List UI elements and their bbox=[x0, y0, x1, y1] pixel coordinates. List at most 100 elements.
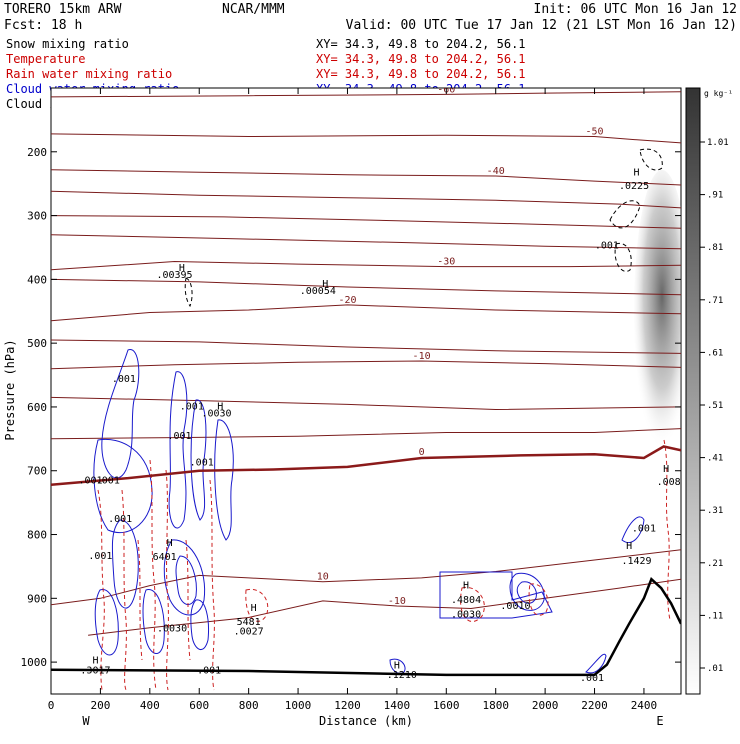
header: TORERO 15km ARW NCAR/MMM Init: 06 UTC Mo… bbox=[4, 2, 737, 33]
point-label: .001 bbox=[180, 401, 204, 412]
colorbar-tick-label: .21 bbox=[707, 559, 723, 569]
point-label: H bbox=[634, 167, 640, 178]
point-label: .001 bbox=[108, 514, 132, 525]
colorbar-tick-label: .91 bbox=[707, 191, 723, 201]
point-label: H bbox=[92, 655, 98, 666]
point-label: .00395 bbox=[156, 270, 192, 281]
center-title: NCAR/MMM bbox=[222, 2, 285, 17]
point-label: 5481 bbox=[237, 617, 261, 628]
point-label: .0225 bbox=[619, 181, 649, 192]
point-label: .1210 bbox=[387, 670, 417, 681]
y-tick-label: 600 bbox=[27, 401, 47, 414]
snow-shading bbox=[634, 170, 681, 450]
colorbar-tick-label: .81 bbox=[707, 243, 723, 253]
temperature-contour bbox=[51, 260, 681, 271]
x-tick-label: 1200 bbox=[334, 699, 361, 712]
point-label: .001 bbox=[197, 666, 221, 677]
temperature-contour bbox=[51, 91, 681, 98]
x-tick-label: 2000 bbox=[532, 699, 559, 712]
point-label: .0010 bbox=[500, 601, 530, 612]
x-tick-label: 1400 bbox=[384, 699, 411, 712]
point-label: .001 bbox=[78, 475, 102, 486]
temperature-contour-label: -10 bbox=[388, 596, 406, 607]
point-label: .0030 bbox=[451, 609, 481, 620]
temperature-contour bbox=[51, 278, 681, 296]
x-tick-label: 1800 bbox=[482, 699, 509, 712]
cloud-water-contours bbox=[93, 349, 645, 674]
temperature-contour bbox=[51, 549, 681, 606]
temperature-contour-label: 10 bbox=[317, 572, 329, 583]
point-label: .0027 bbox=[234, 627, 264, 638]
point-label: .008 bbox=[657, 477, 681, 488]
x-axis: 0 200 400 600 800 1000 1200 1400 1600 1800 2000 220… bbox=[48, 88, 658, 712]
point-label: .3017 bbox=[80, 666, 110, 677]
y-tick-label: 300 bbox=[27, 210, 47, 223]
legend-item-xy: XY= 34.3, 49.8 to 204.2, 56.1 bbox=[316, 52, 526, 66]
temperature-contour-label: -20 bbox=[338, 295, 356, 306]
x-tick-label: 2400 bbox=[631, 699, 658, 712]
point-label: .001 bbox=[112, 374, 136, 385]
temperature-contour bbox=[88, 578, 681, 636]
temperature-contour-label: -10 bbox=[413, 351, 431, 362]
point-label: .001 bbox=[190, 458, 214, 469]
point-label: H bbox=[217, 401, 223, 412]
point-label: .001 bbox=[632, 523, 656, 534]
colorbar-tick-label: .31 bbox=[707, 506, 723, 516]
temperature-contour bbox=[51, 234, 681, 250]
point-label: 6401 bbox=[153, 552, 177, 563]
point-label: .0030 bbox=[201, 409, 231, 420]
point-label: H bbox=[322, 279, 328, 290]
point-label: .001 bbox=[88, 551, 112, 562]
point-label: H bbox=[394, 660, 400, 671]
temperature-contour-label: -40 bbox=[487, 166, 505, 177]
x-tick-label: 0 bbox=[48, 699, 55, 712]
temperature-contour-label: -30 bbox=[437, 257, 455, 268]
temperature-contour bbox=[51, 396, 681, 411]
temperature-contour bbox=[51, 428, 681, 440]
y-tick-label: 200 bbox=[27, 146, 47, 159]
point-label: .0030 bbox=[157, 623, 187, 634]
temperature-contour-label: -50 bbox=[585, 126, 603, 137]
terrain-line bbox=[51, 577, 681, 677]
colorbar-tick-label: .61 bbox=[707, 348, 723, 358]
point-label: H bbox=[167, 538, 173, 549]
temperature-contour bbox=[51, 133, 681, 144]
freezing-level-label: 0 bbox=[419, 447, 425, 458]
east-endpoint-label: E bbox=[656, 714, 663, 728]
init-time: Init: 06 UTC Mon 16 Jan 12 bbox=[534, 2, 738, 17]
plot-frame bbox=[50, 87, 682, 695]
point-label: .001 bbox=[595, 241, 619, 252]
model-title: TORERO 15km ARW bbox=[4, 2, 122, 17]
colorbar: g kg⁻¹ 1.01 .91 .81 .71 .61 .51 .41 .31 .21 .11 .0… bbox=[685, 87, 733, 695]
legend-item-xy: XY= 34.3, 49.8 to 204.2, 56.1 bbox=[316, 37, 526, 51]
x-tick-label: 200 bbox=[90, 699, 110, 712]
legend-item-xy: XY= 34.3, 49.8 to 204.2, 56.1 bbox=[316, 67, 526, 81]
y-axis-label: Pressure (hPa) bbox=[3, 339, 17, 440]
point-label: .001 bbox=[167, 431, 191, 442]
point-label: H bbox=[251, 603, 257, 614]
point-label: H bbox=[463, 581, 469, 592]
valid-time: Valid: 00 UTC Tue 17 Jan 12 (21 LST Mon … bbox=[346, 18, 737, 33]
cloud-ice-contours bbox=[184, 148, 663, 308]
y-tick-label: 1000 bbox=[21, 656, 48, 669]
x-tick-label: 2200 bbox=[581, 699, 608, 712]
legend-item-name: Snow mixing ratio bbox=[6, 37, 129, 51]
point-label: H bbox=[663, 464, 669, 475]
x-tick-label: 1600 bbox=[433, 699, 460, 712]
y-tick-label: 900 bbox=[27, 592, 47, 605]
x-tick-label: 600 bbox=[189, 699, 209, 712]
colorbar-unit: g kg⁻¹ bbox=[704, 89, 733, 98]
colorbar-gradient bbox=[685, 87, 701, 695]
temperature-contour bbox=[51, 339, 681, 354]
y-tick-label: 400 bbox=[27, 273, 47, 286]
colorbar-tick-label: .11 bbox=[707, 611, 723, 621]
point-label: H bbox=[626, 541, 632, 552]
point-label: .00054 bbox=[300, 286, 336, 297]
temperature-contour bbox=[51, 169, 681, 186]
temperature-contour bbox=[51, 360, 681, 370]
rain-water-contours bbox=[97, 439, 671, 691]
x-tick-label: 400 bbox=[140, 699, 160, 712]
